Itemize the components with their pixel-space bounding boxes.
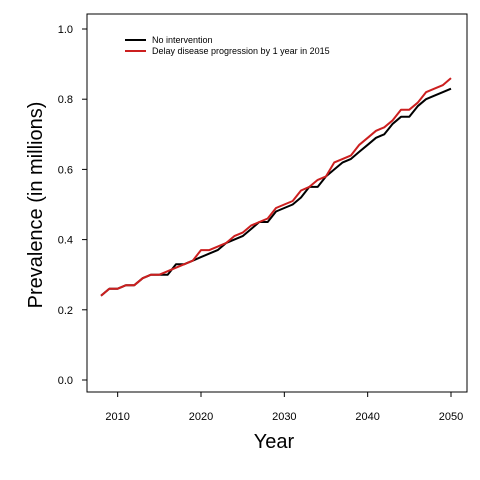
series-line-2: [100, 77, 452, 297]
y-tick-label: 0.8: [58, 94, 73, 106]
series-layer: [100, 77, 452, 297]
y-tick-label: 1.0: [58, 24, 73, 36]
y-axis-title: Prevalence (in millions): [25, 102, 47, 309]
series-line-1: [100, 87, 452, 297]
x-tick-label: 2010: [105, 411, 129, 423]
x-tick-label: 2030: [272, 411, 296, 423]
plot-frame: [86, 13, 468, 393]
y-axis: 0.0 0.2 0.4 0.6 0.8 1.0: [58, 24, 87, 387]
x-tick-label: 2020: [189, 411, 213, 423]
y-tick-label: 0.4: [58, 235, 73, 247]
legend-label-1: No intervention: [152, 35, 213, 45]
y-tick-label: 0.0: [58, 375, 73, 387]
y-tick-label: 0.2: [58, 305, 73, 317]
x-axis-title: Year: [254, 431, 295, 453]
x-tick-label: 2040: [355, 411, 379, 423]
legend-label-2: Delay disease progression by 1 year in 2…: [152, 46, 330, 56]
x-axis: 2010 2020 2030 2040 2050: [105, 392, 463, 423]
y-tick-label: 0.6: [58, 164, 73, 176]
x-tick-label: 2050: [439, 411, 463, 423]
